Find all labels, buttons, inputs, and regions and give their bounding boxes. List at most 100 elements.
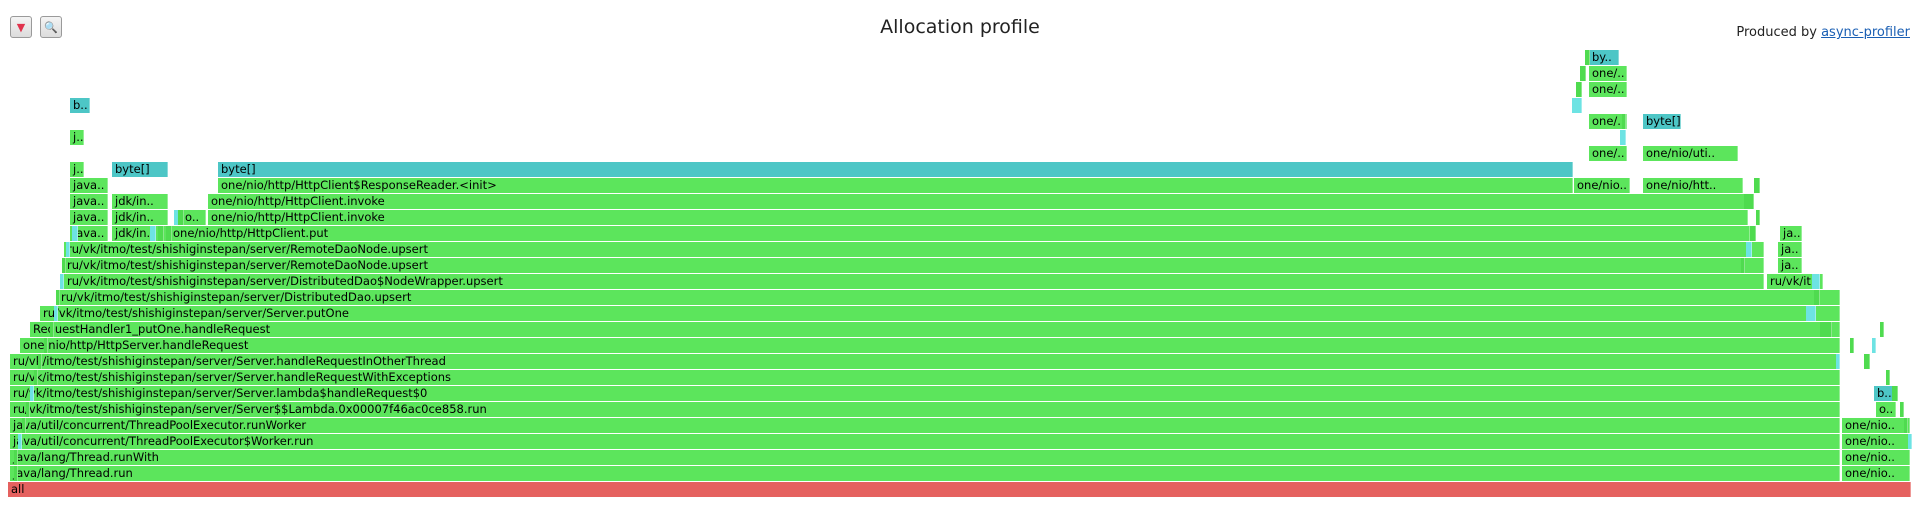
flame-frame-sliver[interactable] (1900, 402, 1904, 417)
flame-frame-sliver[interactable] (62, 258, 66, 273)
flame-frame[interactable]: java/util/concurrent/ThreadPoolExecutor.… (10, 418, 1840, 433)
flame-frame-sliver[interactable] (1886, 370, 1890, 385)
flame-frame-sliver[interactable] (38, 354, 42, 369)
flame-frame[interactable]: by.. (1589, 50, 1619, 65)
flame-frame[interactable]: o.. (182, 210, 206, 225)
flame-frame[interactable]: byte[] (112, 162, 168, 177)
flame-frame[interactable]: one/nio/http/HttpClient.put (170, 226, 1750, 241)
flame-frame[interactable]: o.. (1876, 402, 1896, 417)
flame-frame-sliver[interactable] (166, 226, 172, 241)
search-icon[interactable]: 🔍 (40, 16, 62, 38)
flame-frame-sliver[interactable] (30, 386, 34, 401)
flame-frame[interactable]: ru/vk/itmo/test/shishiginstepan/server/R… (64, 242, 1764, 257)
credit-prefix: Produced by (1736, 25, 1822, 40)
flame-frame[interactable]: one/nio/http/HttpServer.handleRequest (20, 338, 1840, 353)
flame-frame[interactable]: java/util/concurrent/ThreadPoolExecutor$… (10, 434, 1840, 449)
flame-frame-sliver[interactable] (1864, 354, 1870, 369)
flame-frame[interactable]: ru/vk/itmo/test/shishiginstepan/server/S… (10, 370, 1840, 385)
flame-frame[interactable]: one/nio/http/HttpClient.invoke (208, 210, 1748, 225)
flame-frame-sliver[interactable] (1812, 274, 1820, 289)
flame-frame-sliver[interactable] (1908, 434, 1912, 449)
async-profiler-link[interactable]: async-profiler (1821, 25, 1910, 40)
flame-frame[interactable]: ru/vk/itmo/test/shishiginstepan/server/R… (64, 258, 1764, 273)
flame-frame[interactable]: ru/vk/itmo/test/shishiginstepan/server/S… (40, 306, 1840, 321)
flame-frame-sliver[interactable] (72, 226, 78, 241)
flame-frame[interactable]: ru/vk/it.. (1767, 274, 1823, 289)
flame-frame[interactable]: ru/vk/itmo/test/shishiginstepan/server/S… (10, 402, 1840, 417)
flame-frame-sliver[interactable] (66, 242, 70, 257)
flame-frame-sliver[interactable] (178, 210, 184, 225)
flame-frame[interactable]: one/nio/htt.. (1643, 178, 1743, 193)
flame-frame[interactable]: jdk/in.. (112, 210, 168, 225)
flame-frame-sliver[interactable] (18, 434, 22, 449)
flame-frame-sliver[interactable] (14, 450, 18, 465)
flame-frame-sliver[interactable] (26, 402, 30, 417)
flame-frame[interactable]: ru/vk/itmo/test/shishiginstepan/server/S… (10, 386, 1840, 401)
flame-frame[interactable]: java.. (70, 210, 108, 225)
flame-frame-sliver[interactable] (1622, 114, 1626, 129)
flame-frame[interactable]: one/.. (1589, 82, 1627, 97)
flame-frame[interactable]: java/lang/Thread.run (10, 466, 1840, 481)
flame-frame-sliver[interactable] (1836, 354, 1840, 369)
flame-frame-sliver[interactable] (1750, 226, 1756, 241)
flame-frame-sliver[interactable] (1820, 322, 1832, 337)
flame-frame[interactable]: ru/vk/itmo/test/shishiginstepan/server/D… (58, 290, 1840, 305)
flame-frame-sliver[interactable] (150, 226, 156, 241)
flame-frame-sliver[interactable] (1580, 66, 1586, 81)
flame-frame-sliver[interactable] (1576, 82, 1582, 97)
flame-frame-sliver[interactable] (22, 418, 26, 433)
flame-frame-sliver[interactable] (54, 306, 58, 321)
flame-frame[interactable]: ru/vk/itmo/test/shishiginstepan/server/D… (64, 274, 1764, 289)
flame-frame[interactable]: byte[] (1643, 114, 1681, 129)
flame-frame[interactable]: all (8, 482, 1911, 497)
flame-frame-sliver[interactable] (1880, 322, 1884, 337)
flame-frame-sliver[interactable] (1572, 98, 1582, 113)
flame-frame[interactable]: ja.. (1780, 226, 1802, 241)
flame-frame-sliver[interactable] (1850, 338, 1854, 353)
flame-frame-sliver[interactable] (158, 226, 164, 241)
flame-frame[interactable]: j.. (70, 130, 84, 145)
flame-frame[interactable]: ja.. (1778, 242, 1802, 257)
flame-frame-sliver[interactable] (14, 466, 18, 481)
flame-frame[interactable]: java/lang/Thread.runWith (10, 450, 1840, 465)
flame-frame[interactable]: b.. (70, 98, 90, 113)
flame-frame[interactable]: RequestHandler1_putOne.handleRequest (30, 322, 1840, 337)
flame-frame[interactable]: one/nio.. (1574, 178, 1630, 193)
flame-frame[interactable]: one/nio.. (1842, 466, 1910, 481)
flame-frame[interactable]: one/.. (1589, 114, 1627, 129)
flame-frame-sliver[interactable] (60, 274, 64, 289)
flame-frame[interactable]: ru/vk/itmo/test/shishiginstepan/server/S… (10, 354, 1840, 369)
flame-frame-sliver[interactable] (1756, 210, 1760, 225)
flame-frame-sliver[interactable] (50, 322, 54, 337)
flame-frame-sliver[interactable] (1744, 194, 1754, 209)
flame-frame[interactable]: j.. (70, 162, 84, 177)
flame-frame-sliver[interactable] (1746, 242, 1752, 257)
flame-frame[interactable]: one/nio.. (1842, 434, 1910, 449)
flame-frame[interactable]: jdk/in.. (112, 194, 168, 209)
flame-frame[interactable]: java.. (70, 178, 108, 193)
flame-frame[interactable]: one/nio.. (1842, 450, 1910, 465)
flame-frame-sliver[interactable] (44, 338, 48, 353)
flame-frame[interactable]: java.. (70, 226, 108, 241)
flame-frame-sliver[interactable] (1754, 178, 1760, 193)
flame-frame[interactable]: one/nio.. (1842, 418, 1910, 433)
flame-frame[interactable]: one/.. (1589, 146, 1627, 161)
flame-frame[interactable]: java.. (70, 194, 108, 209)
flame-frame-sliver[interactable] (1892, 386, 1898, 401)
flame-frame[interactable]: byte[] (218, 162, 1573, 177)
flame-frame-sliver[interactable] (1741, 258, 1745, 273)
flame-frame-sliver[interactable] (1620, 130, 1626, 145)
flame-frame-sliver[interactable] (1904, 418, 1908, 433)
flame-frame[interactable]: one/nio/http/HttpClient.invoke (208, 194, 1748, 209)
flame-frame[interactable]: one/nio/http/HttpClient$ResponseReader.<… (218, 178, 1573, 193)
flame-frame[interactable]: one/nio/uti.. (1643, 146, 1738, 161)
flame-frame-sliver[interactable] (1814, 290, 1820, 305)
flame-frame-sliver[interactable] (34, 370, 38, 385)
flame-frame-sliver[interactable] (56, 290, 60, 305)
flame-frame-sliver[interactable] (1806, 306, 1816, 321)
reverse-icon[interactable]: ▼ (10, 16, 32, 38)
flame-frame[interactable]: one/.. (1589, 66, 1627, 81)
flame-frame[interactable]: ja.. (1778, 258, 1802, 273)
flame-frame-sliver[interactable] (1872, 338, 1876, 353)
flame-frame-sliver[interactable] (1585, 50, 1590, 65)
